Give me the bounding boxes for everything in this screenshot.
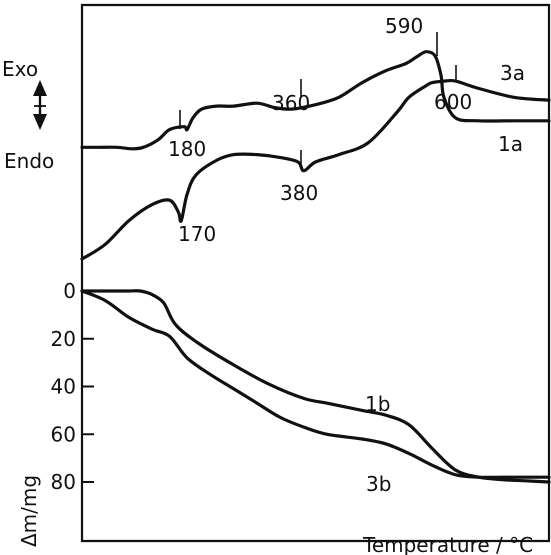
y-tick-label-20: 20 bbox=[51, 327, 76, 351]
peak-label-590: 590 bbox=[385, 14, 423, 38]
endo-label: Endo bbox=[4, 149, 54, 173]
y-tick-label-40: 40 bbox=[51, 375, 76, 399]
exo-label: Exo bbox=[2, 57, 38, 81]
peak-label-360: 360 bbox=[272, 91, 310, 115]
peak-label-180: 180 bbox=[168, 137, 206, 161]
dta-curve-3a bbox=[80, 50, 551, 151]
chart-frame bbox=[80, 3, 551, 543]
tg-y-axis: Δm/mg 0 20 40 60 80 bbox=[17, 279, 94, 547]
dta-curves bbox=[80, 50, 551, 261]
tg-annotations: 1b 3b bbox=[365, 392, 391, 496]
tg-curve-1b bbox=[80, 289, 551, 484]
exo-endo-indicator: Exo Endo bbox=[2, 57, 54, 173]
x-axis-title: Temperature / °C bbox=[362, 533, 533, 555]
series-label-3b: 3b bbox=[366, 472, 391, 496]
tg-curve-3b bbox=[80, 289, 551, 479]
y-tick-label-80: 80 bbox=[51, 470, 76, 494]
series-label-1a: 1a bbox=[498, 132, 523, 156]
y-tick-label-0: 0 bbox=[63, 279, 76, 303]
peak-label-380: 380 bbox=[280, 181, 318, 205]
series-label-3a: 3a bbox=[500, 61, 525, 85]
y-tick-label-60: 60 bbox=[51, 422, 76, 446]
peak-label-170: 170 bbox=[178, 222, 216, 246]
arrow-down-icon bbox=[33, 114, 47, 130]
arrow-up-icon bbox=[33, 80, 47, 96]
y-axis-title: Δm/mg bbox=[17, 475, 41, 547]
dta-annotations: 590 600 360 180 380 170 3a 1a bbox=[168, 14, 525, 246]
tg-curves bbox=[80, 289, 551, 484]
dta-curve-1a bbox=[80, 78, 551, 261]
peak-label-600: 600 bbox=[434, 90, 472, 114]
series-label-1b: 1b bbox=[365, 392, 390, 416]
